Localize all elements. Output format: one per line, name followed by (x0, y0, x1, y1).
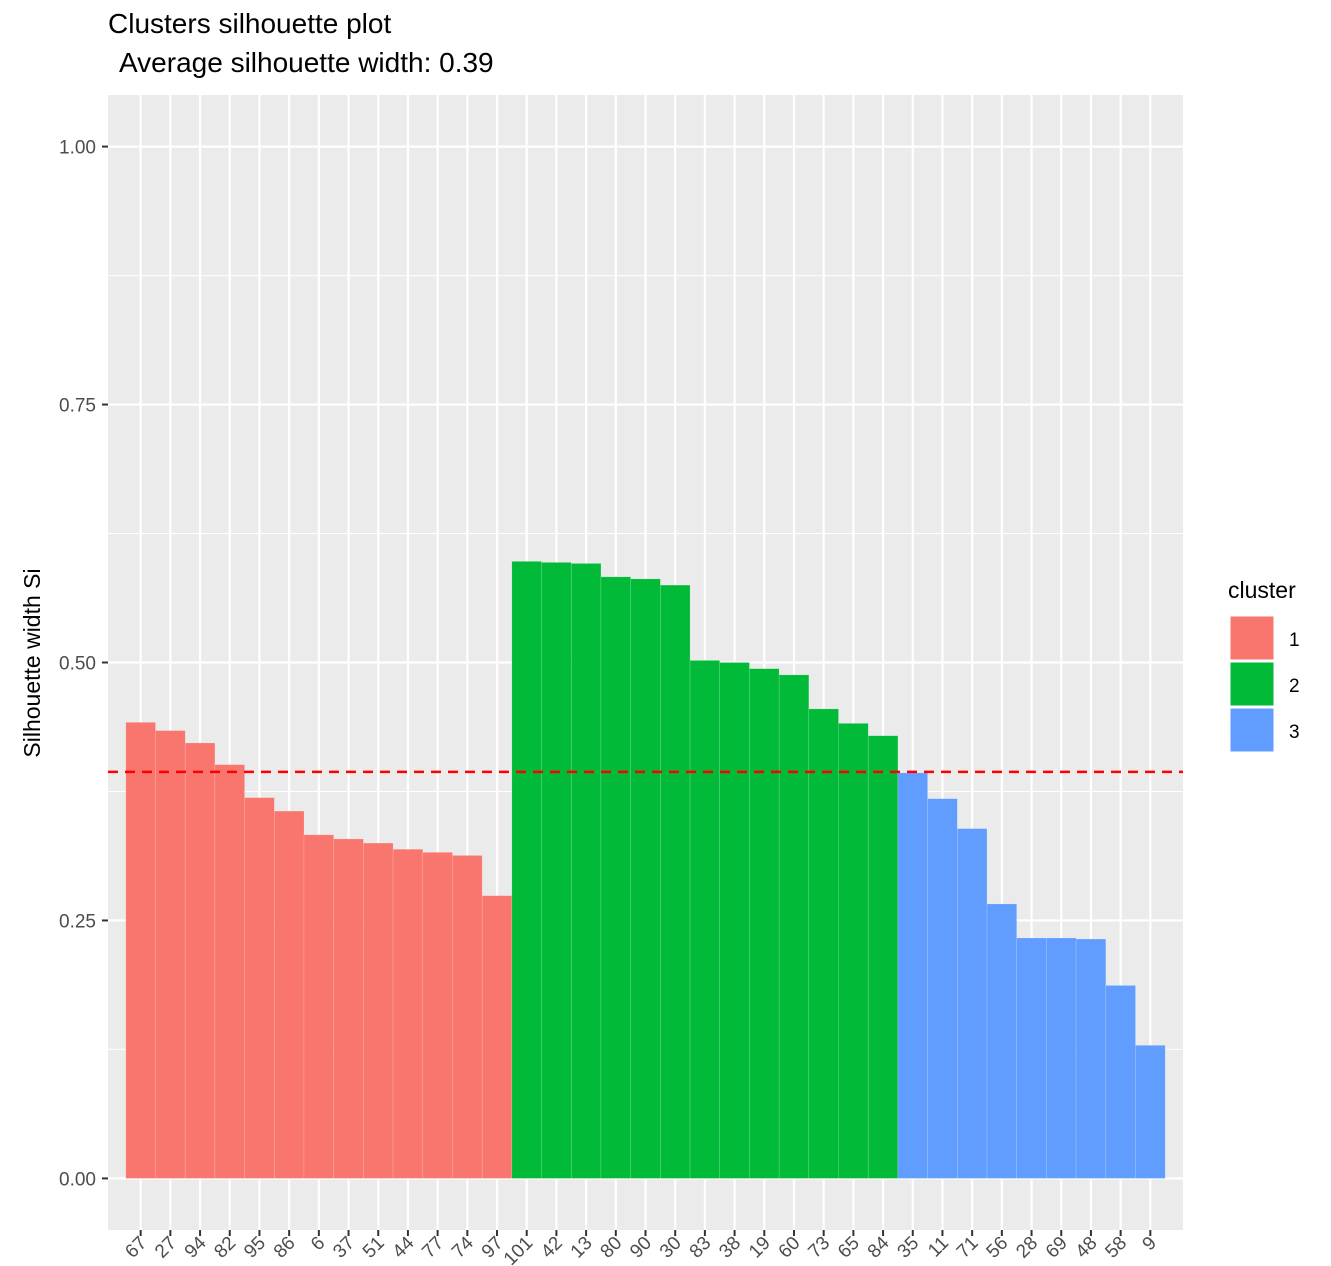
bar (808, 708, 839, 1179)
chart-title: Clusters silhouette plot (108, 8, 391, 39)
x-tick-label: 27 (151, 1233, 181, 1263)
bar (749, 668, 780, 1179)
x-tick-label: 11 (924, 1233, 953, 1262)
chart-subtitle: Average silhouette width: 0.39 (119, 47, 494, 78)
bar (363, 842, 394, 1179)
y-tick-label: 1.00 (59, 138, 96, 159)
x-tick-label: 82 (210, 1233, 240, 1263)
x-tick-label: 19 (745, 1233, 775, 1263)
bar (1135, 1045, 1166, 1179)
bar (125, 722, 156, 1179)
legend-title: cluster (1228, 577, 1296, 603)
legend-key (1229, 661, 1275, 707)
x-tick-label: 73 (804, 1233, 834, 1263)
x-tick-label: 42 (537, 1233, 567, 1263)
x-tick-label: 69 (1042, 1233, 1072, 1263)
legend-label: 3 (1289, 722, 1300, 743)
bar (392, 848, 424, 1179)
bar (511, 561, 542, 1179)
x-tick-label: 86 (270, 1233, 300, 1263)
bar (481, 895, 513, 1179)
legend-key (1229, 707, 1275, 753)
x-tick-label: 9 (1139, 1233, 1161, 1255)
x-tick-label: 94 (181, 1232, 211, 1262)
bar (1075, 938, 1107, 1179)
x-tick-label: 48 (1072, 1233, 1102, 1263)
x-tick-label: 13 (567, 1233, 597, 1263)
bar (541, 562, 572, 1179)
x-tick-label: 83 (686, 1233, 716, 1263)
bar (897, 772, 928, 1179)
x-tick-label: 90 (626, 1233, 656, 1263)
bar (838, 723, 869, 1179)
x-tick-label: 28 (1012, 1233, 1042, 1263)
bar (155, 730, 186, 1179)
bar (778, 674, 810, 1179)
bar (422, 852, 453, 1179)
bar (957, 828, 988, 1179)
bar (719, 662, 750, 1179)
x-tick-label: 71 (953, 1233, 983, 1263)
x-tick-label: 60 (775, 1233, 805, 1263)
x-tick-label: 65 (834, 1233, 864, 1263)
bar (1105, 985, 1136, 1179)
bar (986, 903, 1018, 1179)
bar (1046, 937, 1077, 1179)
x-tick-label: 67 (121, 1233, 151, 1263)
bar (630, 578, 661, 1179)
bar (927, 798, 958, 1179)
bar (867, 735, 899, 1179)
bar (660, 584, 691, 1179)
y-tick-label: 0.00 (59, 1169, 96, 1190)
x-tick-label: 101 (500, 1233, 537, 1266)
x-tick-label: 30 (656, 1233, 686, 1263)
bar (303, 834, 334, 1179)
bar (273, 810, 305, 1179)
y-tick-label: 0.50 (59, 654, 96, 675)
x-tick-label: 95 (240, 1233, 270, 1263)
x-tick-label: 77 (418, 1233, 448, 1263)
x-tick-label: 56 (983, 1233, 1013, 1263)
y-tick-label: 0.75 (59, 396, 96, 417)
bar (184, 742, 216, 1179)
legend-label: 1 (1289, 630, 1300, 651)
bar (452, 855, 483, 1179)
y-axis-label: Silhouette width Si (19, 568, 45, 757)
x-tick-label: 44 (389, 1232, 419, 1262)
bar (570, 563, 602, 1179)
x-tick-label: 58 (1101, 1233, 1131, 1263)
x-tick-label: 84 (864, 1232, 894, 1262)
x-tick-label: 74 (448, 1232, 478, 1262)
bar (1016, 937, 1047, 1179)
x-tick-label: 38 (715, 1233, 745, 1263)
bar (244, 797, 275, 1179)
bar (600, 576, 631, 1179)
y-tick-label: 0.25 (59, 911, 96, 932)
x-tick-label: 35 (894, 1233, 924, 1263)
legend-label: 2 (1289, 676, 1300, 697)
x-tick-label: 51 (359, 1233, 389, 1263)
x-tick-label: 6 (307, 1233, 329, 1255)
x-tick-label: 80 (597, 1233, 627, 1263)
bar (689, 660, 721, 1179)
bar (333, 838, 364, 1179)
x-tick-label: 37 (329, 1233, 359, 1263)
bar (214, 764, 245, 1179)
legend-key (1229, 615, 1275, 661)
